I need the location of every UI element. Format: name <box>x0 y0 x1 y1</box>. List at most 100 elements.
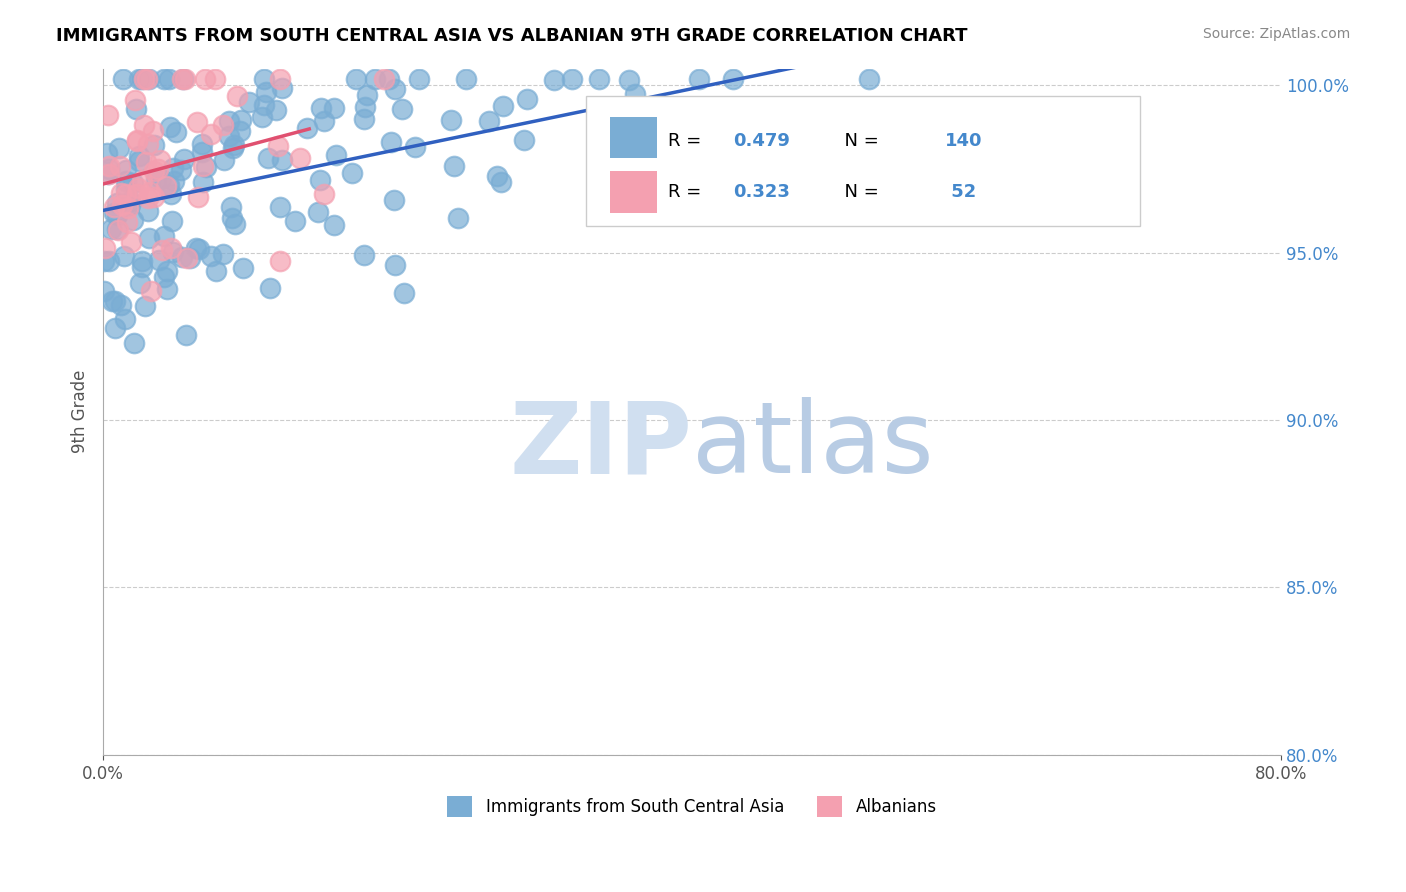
Point <box>125 134 148 148</box>
Text: 0.323: 0.323 <box>734 183 790 201</box>
Point <box>115 182 138 196</box>
Point <box>588 71 610 86</box>
Point <box>253 71 276 86</box>
Point <box>117 201 139 215</box>
Point <box>165 125 187 139</box>
Point <box>143 189 166 203</box>
Point <box>149 153 172 168</box>
Point <box>138 185 160 199</box>
Point <box>156 263 179 277</box>
Point <box>250 110 273 124</box>
Point <box>110 186 132 200</box>
Point <box>711 132 734 146</box>
Text: N =: N = <box>834 132 884 150</box>
Point <box>127 132 149 146</box>
Point <box>489 176 512 190</box>
Point <box>212 153 235 167</box>
Point <box>190 136 212 151</box>
Point <box>112 71 135 86</box>
Point <box>212 247 235 261</box>
Point <box>269 253 291 268</box>
Point <box>229 124 252 138</box>
Point <box>270 81 292 95</box>
Point <box>858 71 880 86</box>
Point <box>159 241 181 255</box>
Point <box>218 114 240 128</box>
Point <box>122 177 145 191</box>
Point <box>105 196 128 211</box>
Point <box>709 136 731 151</box>
Point <box>105 221 128 235</box>
Point <box>103 200 125 214</box>
Point <box>353 247 375 261</box>
Point <box>271 153 294 168</box>
Point <box>288 152 311 166</box>
Point <box>443 159 465 173</box>
Point <box>114 311 136 326</box>
Point <box>138 71 160 86</box>
Point <box>170 162 193 177</box>
Point <box>93 284 115 298</box>
Point <box>131 71 153 86</box>
Point <box>131 174 153 188</box>
Point <box>138 230 160 244</box>
Bar <box>610 171 657 212</box>
Point <box>295 120 318 135</box>
Point <box>135 155 157 169</box>
Point <box>723 71 745 86</box>
Bar <box>610 117 657 158</box>
Point <box>97 167 120 181</box>
Point <box>404 140 426 154</box>
Point <box>323 218 346 232</box>
Point <box>191 176 214 190</box>
Point <box>170 71 193 86</box>
Point <box>191 159 214 173</box>
Point <box>97 108 120 122</box>
Point <box>114 163 136 178</box>
Text: ZIP: ZIP <box>509 398 692 494</box>
Legend: Immigrants from South Central Asia, Albanians: Immigrants from South Central Asia, Alba… <box>440 789 943 823</box>
Point <box>132 118 155 132</box>
Point <box>122 212 145 227</box>
Point <box>93 253 115 268</box>
Point <box>104 294 127 309</box>
Point <box>447 211 470 225</box>
Point <box>139 284 162 298</box>
Point <box>257 151 280 165</box>
Point <box>186 241 208 255</box>
Point <box>384 258 406 272</box>
Point <box>127 180 149 194</box>
Point <box>122 335 145 350</box>
Point <box>322 101 344 115</box>
Point <box>163 173 186 187</box>
Point <box>408 71 430 86</box>
Point <box>173 153 195 167</box>
Point <box>378 71 401 86</box>
Point <box>384 81 406 95</box>
Point <box>118 194 141 209</box>
Point <box>108 141 131 155</box>
Point <box>105 208 128 222</box>
Point <box>266 138 288 153</box>
Point <box>170 250 193 264</box>
Point <box>115 186 138 201</box>
Point <box>238 95 260 109</box>
Point <box>115 215 138 229</box>
Point <box>598 178 620 193</box>
Point <box>127 187 149 202</box>
Point <box>152 71 174 86</box>
Point <box>150 172 173 186</box>
Point <box>94 241 117 255</box>
Point <box>222 141 245 155</box>
Text: 140: 140 <box>945 132 983 150</box>
Point <box>231 113 253 128</box>
Point <box>232 261 254 276</box>
Point <box>353 112 375 126</box>
Point <box>96 146 118 161</box>
Point <box>264 103 287 118</box>
Point <box>356 87 378 102</box>
Point <box>269 71 291 86</box>
Point <box>212 118 235 132</box>
Point <box>269 200 291 214</box>
Point <box>142 138 165 153</box>
